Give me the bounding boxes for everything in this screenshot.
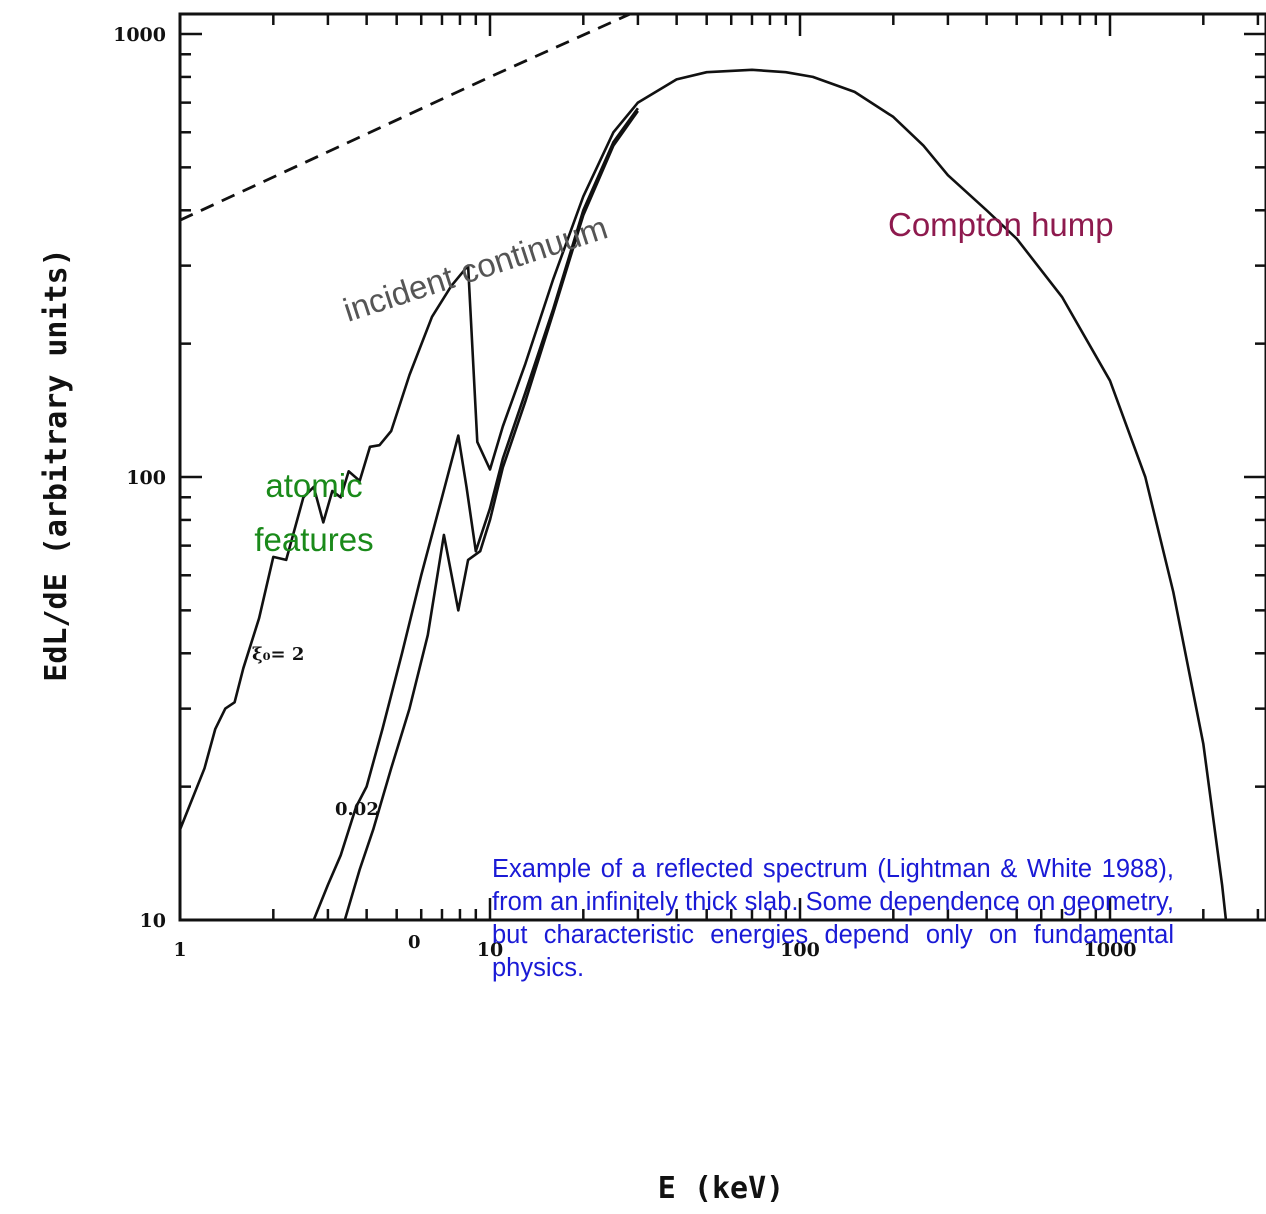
curve-label-0: 0 [408, 932, 421, 953]
curve-label-xi2: ξ₀= 2 [252, 644, 304, 665]
y-tick-label: 10 [140, 910, 166, 932]
x-axis-title: E (keV) [658, 1171, 784, 1206]
series-line-0 [343, 110, 639, 920]
x-tick-label: 1000 [1084, 939, 1137, 961]
axis-tick-labels: 1 10 100 1000 10 100 1000 [113, 24, 1136, 961]
y-axis-title: EdL/dE (arbitrary units) [39, 248, 74, 681]
x-tick-label: 10 [477, 939, 503, 961]
plot-frame [178, 12, 1266, 922]
curve-label-002: 0.02 [335, 799, 379, 820]
axis-ticks [178, 14, 1266, 922]
series-line-incident-continuum [180, 14, 634, 222]
y-tick-label: 1000 [113, 24, 166, 46]
y-tick-label: 100 [126, 467, 166, 489]
x-tick-label: 1 [173, 939, 186, 961]
series-line-2 [180, 68, 1228, 920]
atomic-features-annotation-line1: atomic [265, 467, 362, 504]
figure-note: Example of a reflected spectrum (Lightma… [492, 855, 1174, 982]
series-layer [180, 14, 1228, 920]
incident-continuum-annotation: incident continuum [339, 208, 612, 328]
atomic-features-annotation-line2: features [254, 521, 373, 558]
x-tick-label: 100 [780, 939, 820, 961]
compton-hump-annotation: Compton hump [888, 206, 1114, 243]
